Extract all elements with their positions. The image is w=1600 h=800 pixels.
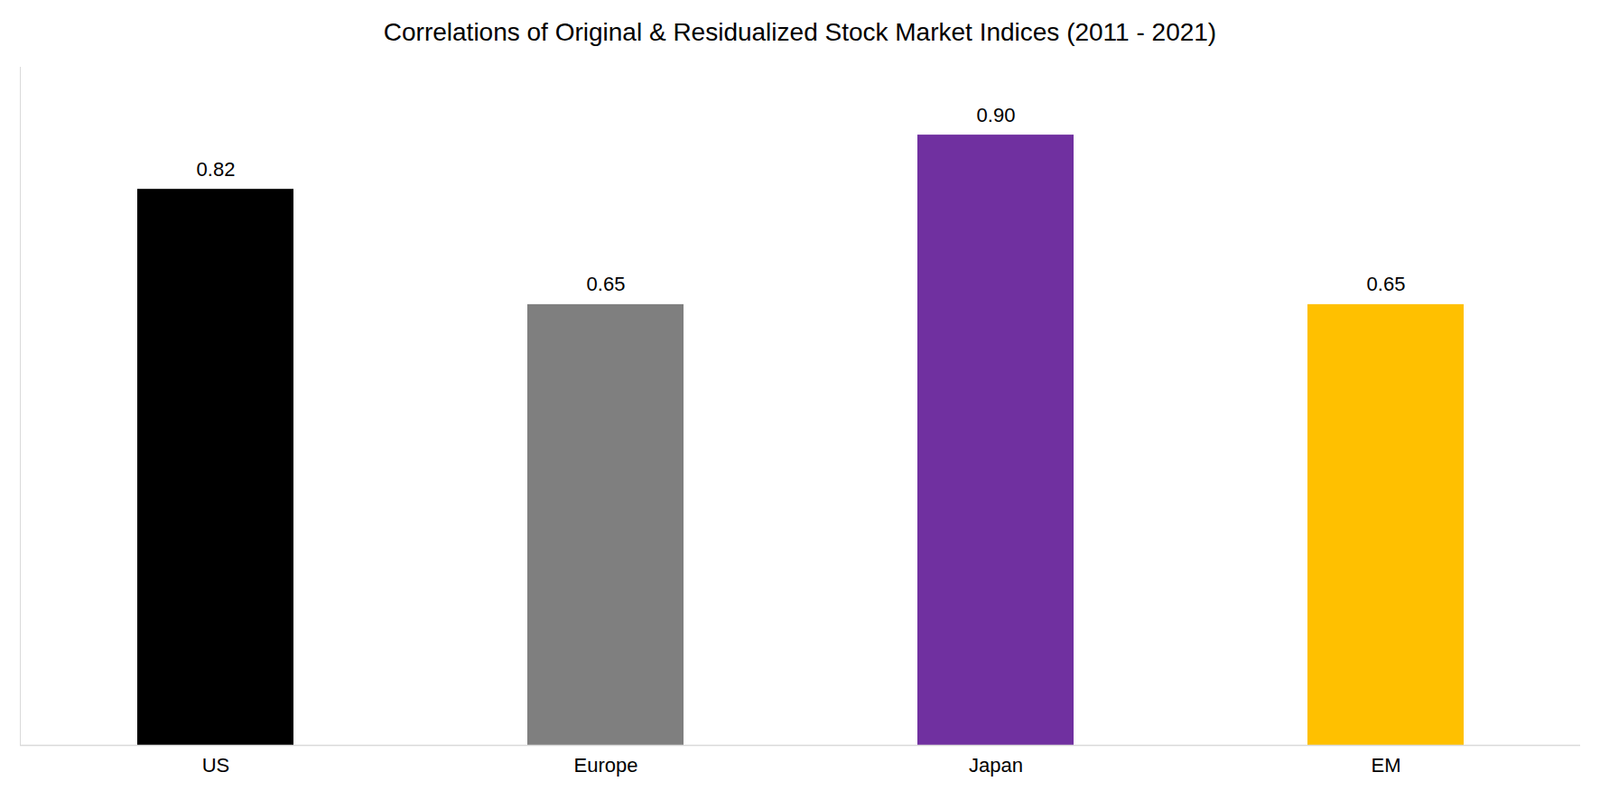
svg-text:EM: EM [1371, 753, 1402, 777]
svg-text:0.90: 0.90 [976, 103, 1016, 127]
svg-text:Japan: Japan [968, 753, 1024, 777]
svg-text:0.65: 0.65 [1367, 272, 1406, 296]
svg-text:0.82: 0.82 [196, 158, 236, 181]
svg-text:Europe: Europe [574, 753, 639, 777]
svg-text:US: US [202, 753, 231, 777]
html-text:Correlations of Original & Res: Correlations of Original & Residualized … [383, 18, 1217, 47]
svg-text:0.65: 0.65 [586, 272, 626, 296]
